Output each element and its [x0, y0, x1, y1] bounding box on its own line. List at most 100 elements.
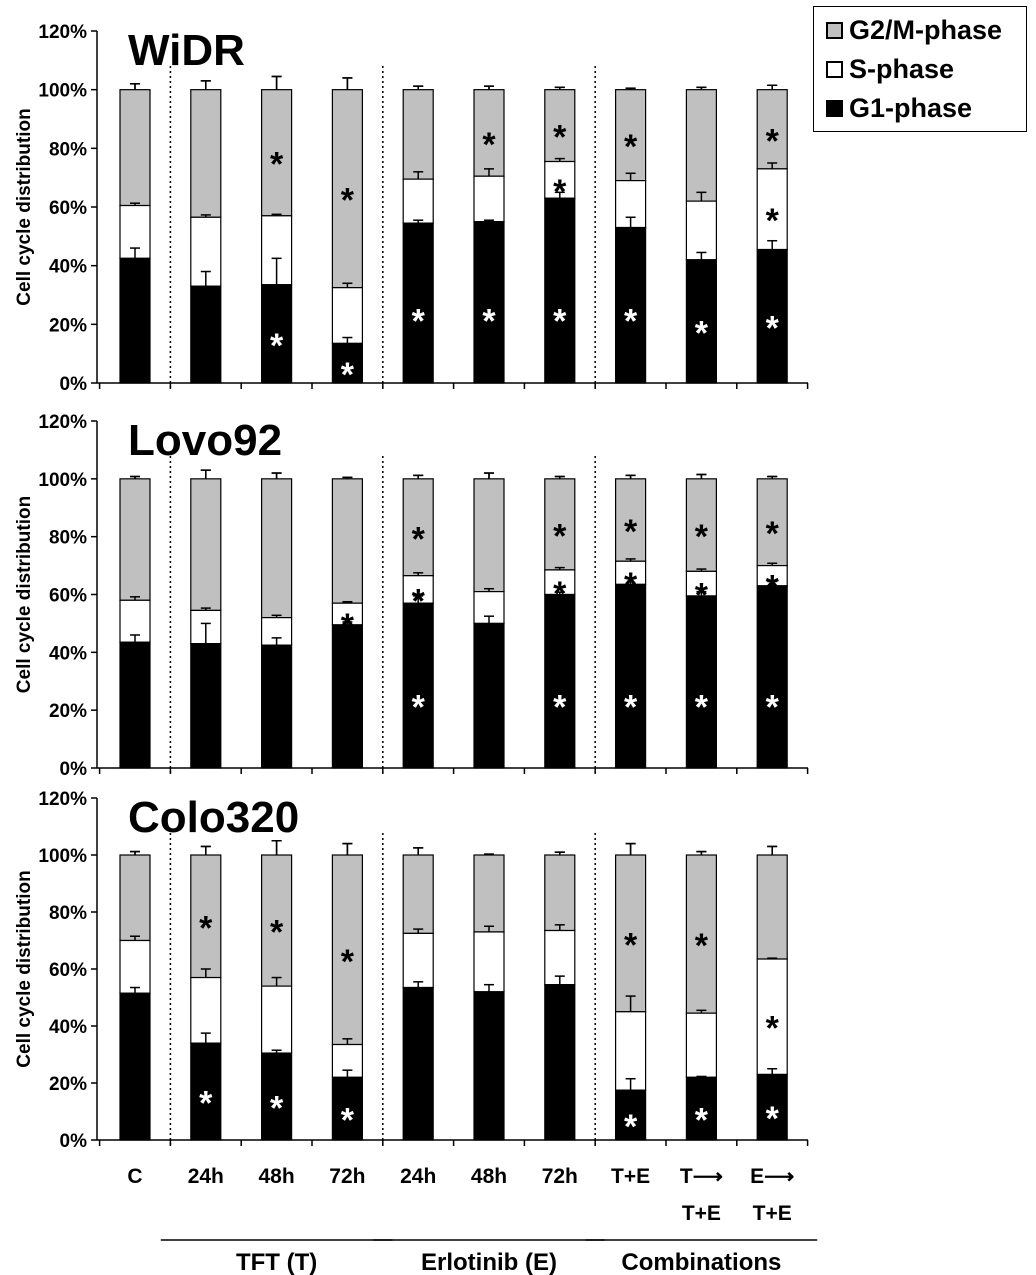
bar-g1 — [190, 285, 222, 384]
group-label: TFT (T) — [236, 1249, 317, 1275]
bar-g2m — [402, 478, 434, 577]
panel-widr: 0% 20% 40% 60% 80% 100% 120% Cell cycle distrib… — [14, 22, 809, 395]
significance-star-s: * — [766, 202, 780, 240]
bar-s — [402, 932, 434, 989]
significance-star-g1: * — [341, 1102, 355, 1140]
category-label: 24h — [400, 1165, 436, 1188]
bar-g1 — [402, 602, 434, 769]
bar-s — [756, 168, 788, 251]
significance-star-s: * — [766, 1010, 780, 1048]
y-tick-label: 120% — [38, 22, 87, 43]
bar-g2m — [119, 89, 151, 207]
bar-g1 — [756, 585, 788, 769]
legend-label-g2m: G2/M-phase — [849, 14, 1003, 45]
y-tick-label: 100% — [38, 81, 87, 102]
significance-star-g2m: * — [482, 126, 496, 164]
bar-g2m — [614, 89, 647, 182]
bar-g2m — [756, 854, 788, 960]
bar-g1 — [261, 284, 293, 384]
significance-star-s: * — [766, 569, 780, 607]
significance-star-g2m: * — [624, 926, 638, 964]
group-label: Erlotinib (E) — [421, 1249, 557, 1275]
bar-s — [756, 958, 788, 1076]
bar-g2m — [685, 89, 718, 202]
significance-star-s: * — [624, 566, 638, 604]
chart-legend: G2/M-phase S-phase G1-phase — [813, 6, 1027, 132]
bar-g2m — [331, 478, 363, 604]
significance-star-g1: * — [482, 303, 496, 341]
y-tick-label: 20% — [49, 701, 87, 722]
legend-swatch-g2m — [826, 21, 843, 39]
y-tick-label: 100% — [38, 470, 87, 491]
y-tick-label: 0% — [60, 374, 88, 395]
bar-g1 — [331, 342, 363, 384]
panel-lovo92: 0% 20% 40% 60% 80% 100% 120% Cell cycle distrib… — [14, 412, 809, 780]
significance-star-g2m: * — [553, 517, 567, 555]
y-tick-label: 100% — [38, 846, 87, 867]
significance-star-g2m: * — [412, 520, 426, 558]
category-label-line2: T+E — [682, 1202, 721, 1225]
bar-g2m — [473, 89, 505, 177]
category-label: T⟶ — [680, 1165, 723, 1188]
significance-star-g2m: * — [624, 513, 638, 551]
significance-star-g1: * — [766, 689, 780, 727]
bar-g1 — [402, 986, 434, 1141]
category-label: T+E — [611, 1165, 650, 1188]
significance-star-g1: * — [624, 689, 638, 727]
significance-star-g1: * — [412, 303, 426, 341]
bar-s — [119, 939, 151, 994]
legend-label-s: S-phase — [849, 53, 955, 84]
bar-s — [402, 178, 434, 224]
legend-item-g2m: G2/M-phase — [826, 13, 1002, 47]
y-tick-label: 40% — [49, 643, 87, 664]
bar-s — [685, 1012, 718, 1078]
bar-g1 — [261, 644, 293, 769]
legend-swatch-g1 — [826, 99, 843, 117]
bar-g2m — [261, 478, 293, 619]
panel-title: Colo320 — [128, 793, 299, 842]
y-tick-label: 80% — [49, 528, 87, 549]
legend-label-g1: G1-phase — [849, 92, 973, 123]
bar-g1 — [331, 624, 363, 769]
y-tick-label: 80% — [49, 903, 87, 924]
significance-star-g2m: * — [341, 943, 355, 981]
significance-star-g2m: * — [695, 927, 709, 965]
legend-item-g1: G1-phase — [826, 91, 972, 125]
category-label: E⟶ — [750, 1165, 794, 1188]
y-tick-label: 60% — [49, 960, 87, 981]
significance-star-g1: * — [695, 689, 709, 727]
significance-star-g1: * — [199, 1085, 213, 1123]
bar-g1 — [190, 643, 222, 769]
significance-star-g1: * — [766, 1100, 780, 1138]
bar-g1 — [614, 583, 647, 769]
legend-swatch-s — [826, 60, 843, 78]
significance-star-g2m: * — [624, 128, 638, 166]
bar-s — [331, 287, 363, 344]
bar-g1 — [119, 641, 151, 769]
bar-g2m — [473, 854, 505, 933]
group-label: Combinations — [621, 1249, 781, 1275]
y-tick-label: 20% — [49, 1074, 87, 1095]
bar-g1 — [402, 222, 434, 384]
panel-colo320: 0% 20% 40% 60% 80% 100% 120% Cell cycle distrib… — [14, 789, 809, 1152]
significance-star-g2m: * — [270, 146, 284, 184]
bar-g2m — [685, 478, 718, 572]
significance-star-g1: * — [766, 309, 780, 347]
significance-star-g2m: * — [553, 119, 567, 157]
category-label: 72h — [542, 1165, 578, 1188]
bar-g1 — [544, 197, 576, 384]
significance-star-g2m: * — [695, 518, 709, 556]
category-label: 72h — [329, 1165, 365, 1188]
significance-star-g1: * — [341, 356, 355, 394]
bar-g1 — [473, 221, 505, 384]
significance-star-g1: * — [553, 303, 567, 341]
y-tick-label: 60% — [49, 198, 87, 219]
significance-star-s: * — [553, 173, 567, 211]
significance-star-g2m: * — [270, 914, 284, 952]
bar-g2m — [119, 478, 151, 601]
category-label-line2: T+E — [753, 1202, 792, 1225]
bar-g2m — [614, 854, 647, 1013]
bar-g1 — [473, 622, 505, 769]
significance-star-g1: * — [624, 1108, 638, 1146]
bar-g2m — [190, 478, 222, 612]
